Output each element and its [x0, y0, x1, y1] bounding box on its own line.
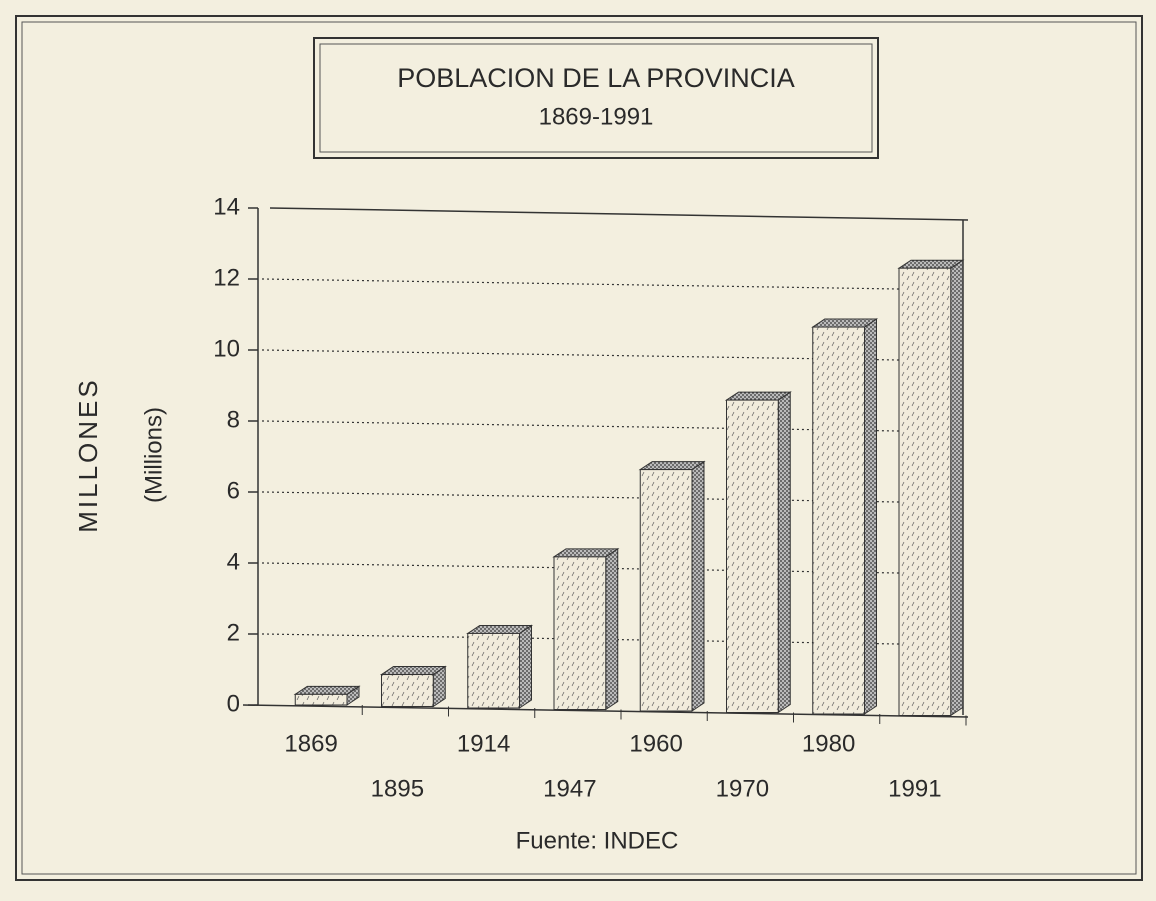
y-tick-label: 14 [213, 193, 240, 220]
y-tick-label: 4 [227, 548, 240, 575]
y-tick-label: 10 [213, 335, 240, 362]
grid-line [261, 491, 964, 504]
bar-top [811, 318, 879, 328]
source: Fuente: INDEC [516, 827, 679, 854]
y-tick-label: 8 [227, 406, 240, 433]
x-axis [242, 704, 969, 718]
x-tick-label: 1960 [629, 730, 682, 757]
bar-top [552, 548, 620, 558]
bar [467, 632, 520, 709]
x-tick-label: 1970 [716, 775, 769, 802]
bar-side [605, 547, 619, 711]
bar [898, 267, 952, 716]
bar-top [897, 259, 965, 269]
y-tick-label: 0 [227, 690, 240, 717]
grid-line [261, 349, 964, 362]
title-box-inner [319, 43, 873, 153]
frame-inner [21, 21, 1137, 875]
y-axis-label-2: (Millions) [140, 407, 167, 503]
bar-top [379, 666, 447, 676]
bar-side [950, 259, 964, 717]
bar-top [724, 391, 792, 401]
bar [812, 326, 865, 715]
bar-top [293, 685, 361, 695]
bar-side [691, 460, 705, 712]
bar-side [519, 624, 532, 709]
x-tick-label: 1980 [802, 730, 855, 757]
back-top [269, 207, 969, 221]
y-axis-label: MILLONES [73, 377, 103, 533]
bar [726, 399, 779, 713]
bar-side [864, 318, 877, 715]
x-tick-label: 1869 [284, 730, 337, 757]
y-tick-label: 12 [213, 264, 240, 291]
x-tick-label: 1991 [888, 775, 941, 802]
bar [381, 674, 434, 707]
x-tick-label: 1895 [371, 775, 424, 802]
grid-line [261, 420, 964, 433]
x-tick-label: 1914 [457, 730, 510, 757]
y-tick-label: 2 [227, 619, 240, 646]
bar-top [638, 461, 706, 471]
bar [553, 556, 607, 710]
frame [15, 15, 1143, 881]
bar-top [466, 624, 534, 634]
y-tick-label: 6 [227, 477, 240, 504]
bar-side [777, 391, 791, 714]
chart-title: POBLACION DE LA PROVINCIA [397, 63, 795, 93]
title-box [313, 37, 879, 159]
x-tick-label: 1947 [543, 775, 596, 802]
grid-line [261, 278, 964, 291]
bar [639, 469, 693, 712]
bar [294, 693, 348, 706]
chart-subtitle: 1869-1991 [539, 103, 654, 130]
